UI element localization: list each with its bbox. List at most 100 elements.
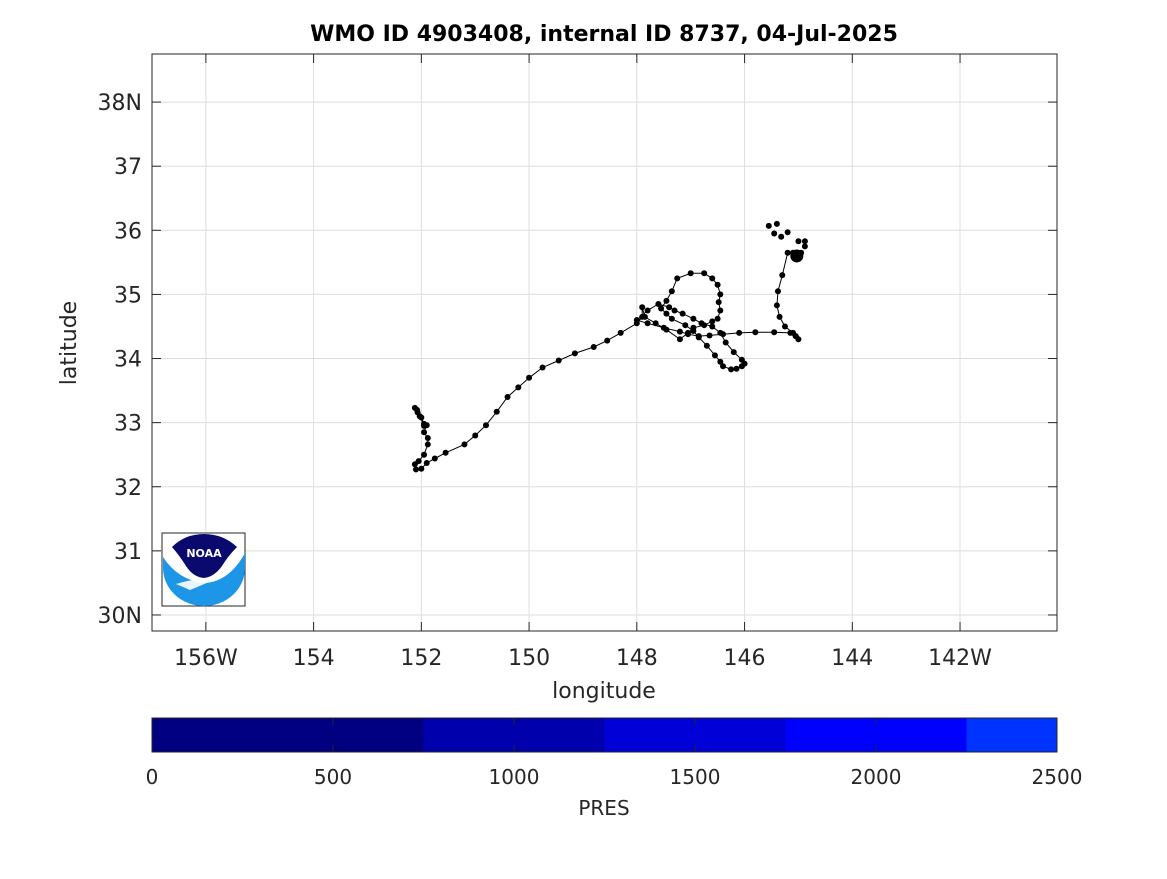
- profile-point: [703, 342, 710, 349]
- colorbar-tick-label: 2500: [1032, 765, 1083, 789]
- profile-point: [515, 384, 522, 391]
- profile-point: [709, 318, 716, 325]
- profile-point: [424, 435, 431, 442]
- profile-point: [668, 288, 675, 295]
- x-tick-label: 146: [724, 646, 766, 671]
- x-tick-label: 144: [831, 646, 873, 671]
- profile-point: [676, 336, 683, 343]
- profile-point: [717, 307, 724, 314]
- profile-point: [571, 350, 578, 357]
- profile-point: [720, 363, 727, 370]
- pressure-colorbar: [152, 718, 1057, 752]
- x-tick-label: 152: [400, 646, 442, 671]
- profile-point: [617, 329, 624, 336]
- profile-point: [412, 466, 419, 473]
- profile-point: [771, 329, 778, 336]
- profile-point: [633, 320, 640, 327]
- logo-gull-icon: [176, 576, 222, 590]
- profile-point: [671, 307, 678, 314]
- profile-point: [555, 357, 562, 364]
- profile-point: [423, 460, 430, 467]
- plot-frame: [151, 53, 1058, 632]
- profile-point: [690, 324, 697, 331]
- y-tick-label: 33: [114, 412, 142, 437]
- colorbar-bin: [152, 718, 424, 752]
- profile-point: [526, 374, 533, 381]
- profile-point: [655, 301, 662, 308]
- profile-point: [709, 275, 716, 282]
- profile-point: [493, 408, 500, 415]
- profile-point: [781, 323, 788, 330]
- colorbar-tick-label: 1000: [489, 765, 540, 789]
- profile-point: [730, 349, 737, 356]
- x-axis-label: longitude: [552, 679, 656, 704]
- profile-point: [644, 320, 651, 327]
- profile-point: [663, 310, 670, 317]
- profile-point: [695, 334, 702, 341]
- profile-point: [774, 288, 781, 295]
- profile-point: [711, 352, 718, 359]
- profile-point: [701, 270, 708, 277]
- profile-point: [644, 307, 651, 314]
- colorbar-tick-label: 500: [314, 765, 352, 789]
- profile-point: [652, 320, 659, 327]
- profile-point: [701, 322, 708, 329]
- profile-point: [472, 432, 479, 439]
- profile-point: [752, 329, 759, 336]
- profile-point: [679, 310, 686, 317]
- y-tick-label: 37: [114, 155, 142, 180]
- profile-point: [717, 291, 724, 298]
- profile-point: [504, 393, 511, 400]
- profile-point: [442, 449, 449, 456]
- y-tick-label: 36: [114, 219, 142, 244]
- axis-ticks: [152, 54, 1057, 631]
- profile-point: [733, 365, 740, 372]
- latest-position-marker: [790, 249, 804, 263]
- profile-point: [416, 413, 423, 420]
- profile-point: [415, 458, 422, 465]
- x-tick-label: 142W: [928, 646, 992, 671]
- profile-point: [736, 329, 743, 336]
- profile-point: [784, 229, 791, 236]
- colorbar-frame: [151, 717, 1058, 753]
- profile-point: [431, 455, 438, 462]
- profile-point: [421, 451, 428, 458]
- y-tick-label: 30N: [98, 604, 142, 629]
- x-tick-label: 148: [616, 646, 658, 671]
- profile-point: [690, 315, 697, 322]
- noaa-logo: NOAA: [161, 532, 246, 607]
- profile-point: [461, 441, 468, 448]
- profile-point: [801, 238, 808, 245]
- profile-point: [668, 315, 675, 322]
- y-tick-label: 38N: [98, 91, 142, 116]
- profile-point: [421, 422, 428, 429]
- profile-point: [424, 441, 431, 448]
- profile-point: [639, 304, 646, 311]
- profile-point: [714, 315, 721, 322]
- x-tick-labels: 156W 154 152 150 148 146 144 142W: [174, 646, 992, 671]
- y-tick-label: 34: [114, 348, 142, 373]
- profile-point: [714, 281, 721, 288]
- x-tick-label: 156W: [174, 646, 238, 671]
- profile-point: [779, 272, 786, 279]
- profile-point: [590, 343, 597, 350]
- profile-point: [801, 243, 808, 250]
- profile-positions: [411, 220, 808, 473]
- profile-point: [604, 337, 611, 344]
- profile-point: [776, 313, 783, 320]
- profile-point: [482, 422, 489, 429]
- profile-point: [676, 328, 683, 335]
- profile-point: [684, 329, 691, 336]
- profile-point: [717, 329, 724, 336]
- profile-point: [663, 297, 670, 304]
- logo-ocean-wave: [163, 553, 245, 606]
- colorbar-tick-labels: 0 500 1000 1500 2000 2500: [146, 765, 1083, 789]
- profile-point: [771, 230, 778, 237]
- colorbar-tick-label: 0: [146, 765, 159, 789]
- grid-lines: [152, 54, 1057, 631]
- y-tick-label: 31: [114, 540, 142, 565]
- profile-point: [706, 332, 713, 339]
- logo-text: NOAA: [186, 547, 222, 560]
- y-tick-label: 35: [114, 283, 142, 308]
- x-tick-label: 150: [508, 646, 550, 671]
